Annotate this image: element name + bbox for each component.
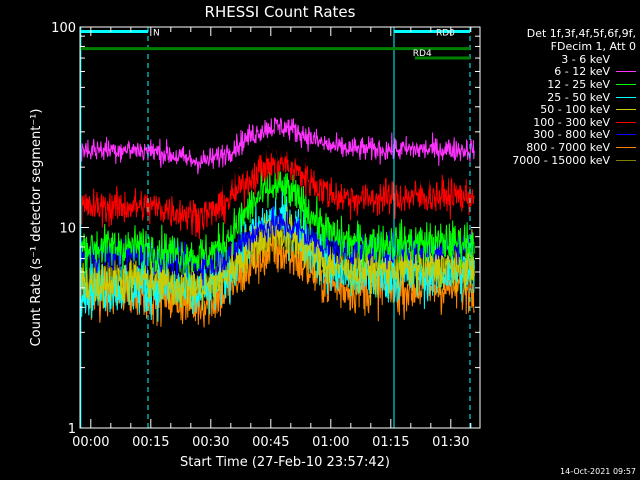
y-tick-label: 100 (51, 21, 76, 36)
legend-entry: 50 - 100 keV (484, 103, 636, 116)
legend-label: 100 - 300 keV (533, 115, 610, 129)
legend-swatch (616, 109, 636, 111)
series-line-5 (80, 145, 475, 240)
legend-entry: 100 - 300 keV (484, 116, 636, 129)
series-line-0 (80, 140, 475, 201)
legend-label: 300 - 800 keV (533, 128, 610, 142)
legend-label: 12 - 25 keV (547, 77, 610, 91)
legend-label: 25 - 50 keV (547, 90, 610, 104)
legend-entry: 7000 - 15000 keV (484, 154, 636, 167)
x-tick-label: 00:00 (72, 435, 109, 450)
chart-title: RHESSI Count Rates (204, 3, 356, 21)
series-line-7 (80, 229, 475, 328)
legend-swatch (616, 159, 636, 161)
legend-label: 7000 - 15000 keV (512, 153, 610, 167)
y-tick-label: 10 (59, 222, 76, 237)
legend-label: 3 - 6 keV (561, 52, 610, 66)
x-axis-label: Start Time (27-Feb-10 23:57:42) (180, 455, 390, 470)
marker-label-3: RD4 (413, 49, 432, 59)
legend-label: 800 - 7000 keV (526, 140, 610, 154)
legend-swatch (616, 96, 636, 98)
legend-swatch (616, 134, 636, 136)
legend: Det 1f,3f,4f,5f,6f,9f, FDecim 1, Att 0 3… (484, 27, 636, 167)
legend-entry: 25 - 50 keV (484, 91, 636, 104)
legend-entry: 3 - 6 keV (484, 53, 636, 66)
legend-header-1: Det 1f,3f,4f,5f,6f,9f, (526, 27, 636, 40)
x-tick-label: 00:30 (192, 435, 229, 450)
series-line-6 (80, 205, 475, 286)
legend-label: 6 - 12 keV (554, 65, 610, 79)
x-tick-label: 01:15 (372, 435, 409, 450)
series-line-4 (80, 206, 475, 311)
legend-label: 50 - 100 keV (540, 103, 610, 117)
x-tick-label: 00:45 (252, 435, 289, 450)
legend-header-2: FDecim 1, Att 0 (550, 40, 636, 53)
marker-label-0: N (153, 28, 160, 38)
x-tick-label: 01:00 (312, 435, 349, 450)
y-axis-label: Count Rate (s⁻¹ detector segment⁻¹) (29, 109, 44, 347)
legend-swatch (616, 58, 636, 60)
marker-label-1: RD0 (436, 28, 455, 38)
legend-swatch (616, 121, 636, 123)
legend-swatch (616, 83, 636, 85)
x-tick-label: 00:15 (132, 435, 169, 450)
legend-swatch (616, 71, 636, 73)
y-tick-label: 1 (68, 422, 76, 437)
timestamp-footer: 14-Oct-2021 09:57 (560, 467, 636, 476)
plot-frame (79, 26, 481, 429)
series-line-1 (80, 117, 475, 175)
legend-entry: 300 - 800 keV (484, 128, 636, 142)
legend-entry: 800 - 7000 keV (484, 141, 636, 154)
series-line-2 (80, 167, 475, 279)
legend-entry: 12 - 25 keV (484, 78, 636, 91)
legend-swatch (616, 146, 636, 148)
legend-entry: 6 - 12 keV (484, 65, 636, 79)
x-tick-label: 01:30 (432, 435, 469, 450)
